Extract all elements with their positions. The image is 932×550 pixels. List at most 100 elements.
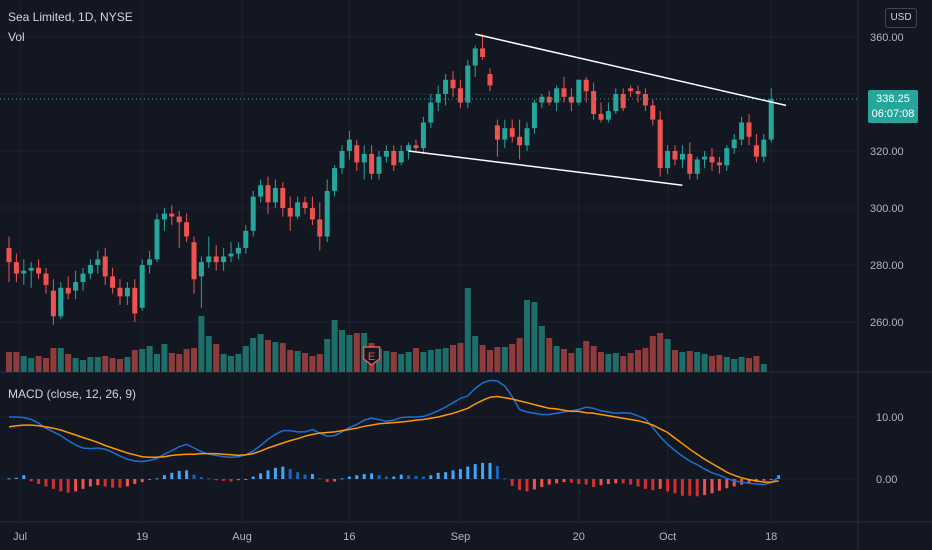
macd-histogram-bar [643, 479, 647, 489]
candle-body [472, 48, 478, 66]
macd-histogram-bar [59, 479, 63, 492]
volume-bar [435, 349, 442, 372]
price-tick-label: 260.00 [870, 317, 904, 329]
macd-histogram-bar [666, 479, 670, 492]
macd-histogram-bar [377, 475, 381, 479]
candle-body [73, 282, 79, 291]
macd-histogram-bar [562, 479, 566, 483]
macd-histogram-bar [340, 478, 344, 480]
candle-body [65, 287, 71, 294]
macd-histogram-bar [229, 479, 233, 482]
volume-bar [590, 346, 597, 372]
macd-histogram-bar [296, 472, 300, 479]
candle-body [428, 102, 434, 123]
candle-body [124, 287, 130, 297]
candle-body [221, 256, 227, 263]
macd-histogram-bar [14, 477, 18, 479]
candle-body [509, 128, 515, 137]
macd-histogram-bar [466, 466, 470, 479]
bar-countdown: 06:07:08 [871, 108, 915, 120]
candle-body [154, 219, 160, 260]
volume-label: Vol [8, 30, 25, 44]
volume-bar [302, 353, 308, 372]
price-tick-label: 300.00 [870, 203, 904, 215]
volume-bar [760, 364, 767, 372]
volume-bar [131, 350, 138, 372]
volume-bar [124, 357, 131, 372]
macd-histogram-bar [584, 479, 588, 485]
candle-body [110, 276, 116, 288]
macd-histogram-bar [96, 479, 100, 486]
signal-line [8, 395, 779, 483]
volume-bar [746, 358, 752, 372]
volume-bar [20, 356, 27, 372]
macd-histogram-bar [762, 479, 766, 481]
candle-body [6, 247, 12, 263]
time-tick-label: 19 [136, 531, 148, 543]
macd-histogram-bar [547, 479, 551, 485]
volume-bar [87, 357, 94, 372]
candle-body [628, 88, 634, 92]
macd-histogram-bar [7, 478, 11, 480]
volume-bar [575, 348, 582, 372]
candle-body [768, 98, 774, 140]
candle-body [650, 105, 656, 120]
candle-body [302, 202, 308, 208]
time-tick-label: 16 [343, 531, 355, 543]
macd-histogram-bar [488, 462, 492, 479]
macd-histogram-bar [725, 479, 729, 489]
volume-bar [250, 338, 257, 372]
candle-body [613, 94, 619, 112]
volume-bar [627, 353, 634, 372]
candle-body [731, 139, 737, 149]
volume-bar [168, 353, 175, 372]
volume-bar [220, 354, 227, 372]
candle-body [243, 230, 249, 248]
candle-body [346, 139, 352, 151]
volume-bar [13, 352, 20, 372]
volume-bar [701, 354, 708, 372]
volume-bar [109, 358, 116, 372]
macd-histogram-bar [148, 479, 152, 480]
macd-histogram-bar [569, 479, 573, 483]
volume-bar [686, 351, 693, 372]
macd-histogram-bar [37, 479, 41, 484]
candle-body [13, 262, 19, 274]
volume-bar [43, 358, 49, 372]
macd-histogram-bar [414, 475, 418, 479]
macd-histogram-bar [688, 479, 692, 496]
candle-body [739, 122, 745, 140]
candle-body [295, 202, 301, 217]
candle-body [383, 151, 389, 157]
volume-bar [472, 336, 479, 372]
volume-bar [257, 334, 264, 372]
volume-bar [598, 352, 604, 372]
candle-body [80, 273, 86, 283]
candle-body [398, 151, 404, 163]
macd-histogram-bar [29, 479, 33, 482]
volume-bar [50, 348, 57, 372]
macd-histogram-bar [673, 479, 677, 494]
candle-body [761, 139, 767, 157]
candle-body [117, 287, 123, 297]
candle-body [213, 256, 219, 263]
macd-histogram-bar [525, 479, 529, 492]
currency-button[interactable]: USD [885, 8, 917, 28]
macd-histogram-bar [429, 475, 433, 479]
candle-body [702, 156, 708, 160]
candle-body [309, 208, 315, 220]
candle-body [339, 151, 345, 169]
volume-bar [80, 360, 86, 372]
volume-bar [383, 351, 390, 372]
macd-tick-label: 10.00 [876, 412, 904, 424]
candle-body [576, 79, 582, 103]
price-tick-label: 280.00 [870, 260, 904, 272]
macd-histogram-bar [399, 474, 403, 479]
macd-histogram-bar [236, 479, 240, 481]
macd-histogram-bar [288, 469, 292, 479]
volume-bar [198, 316, 205, 372]
volume-bar [738, 357, 745, 372]
candle-body [235, 247, 241, 254]
volume-bar [716, 355, 723, 372]
